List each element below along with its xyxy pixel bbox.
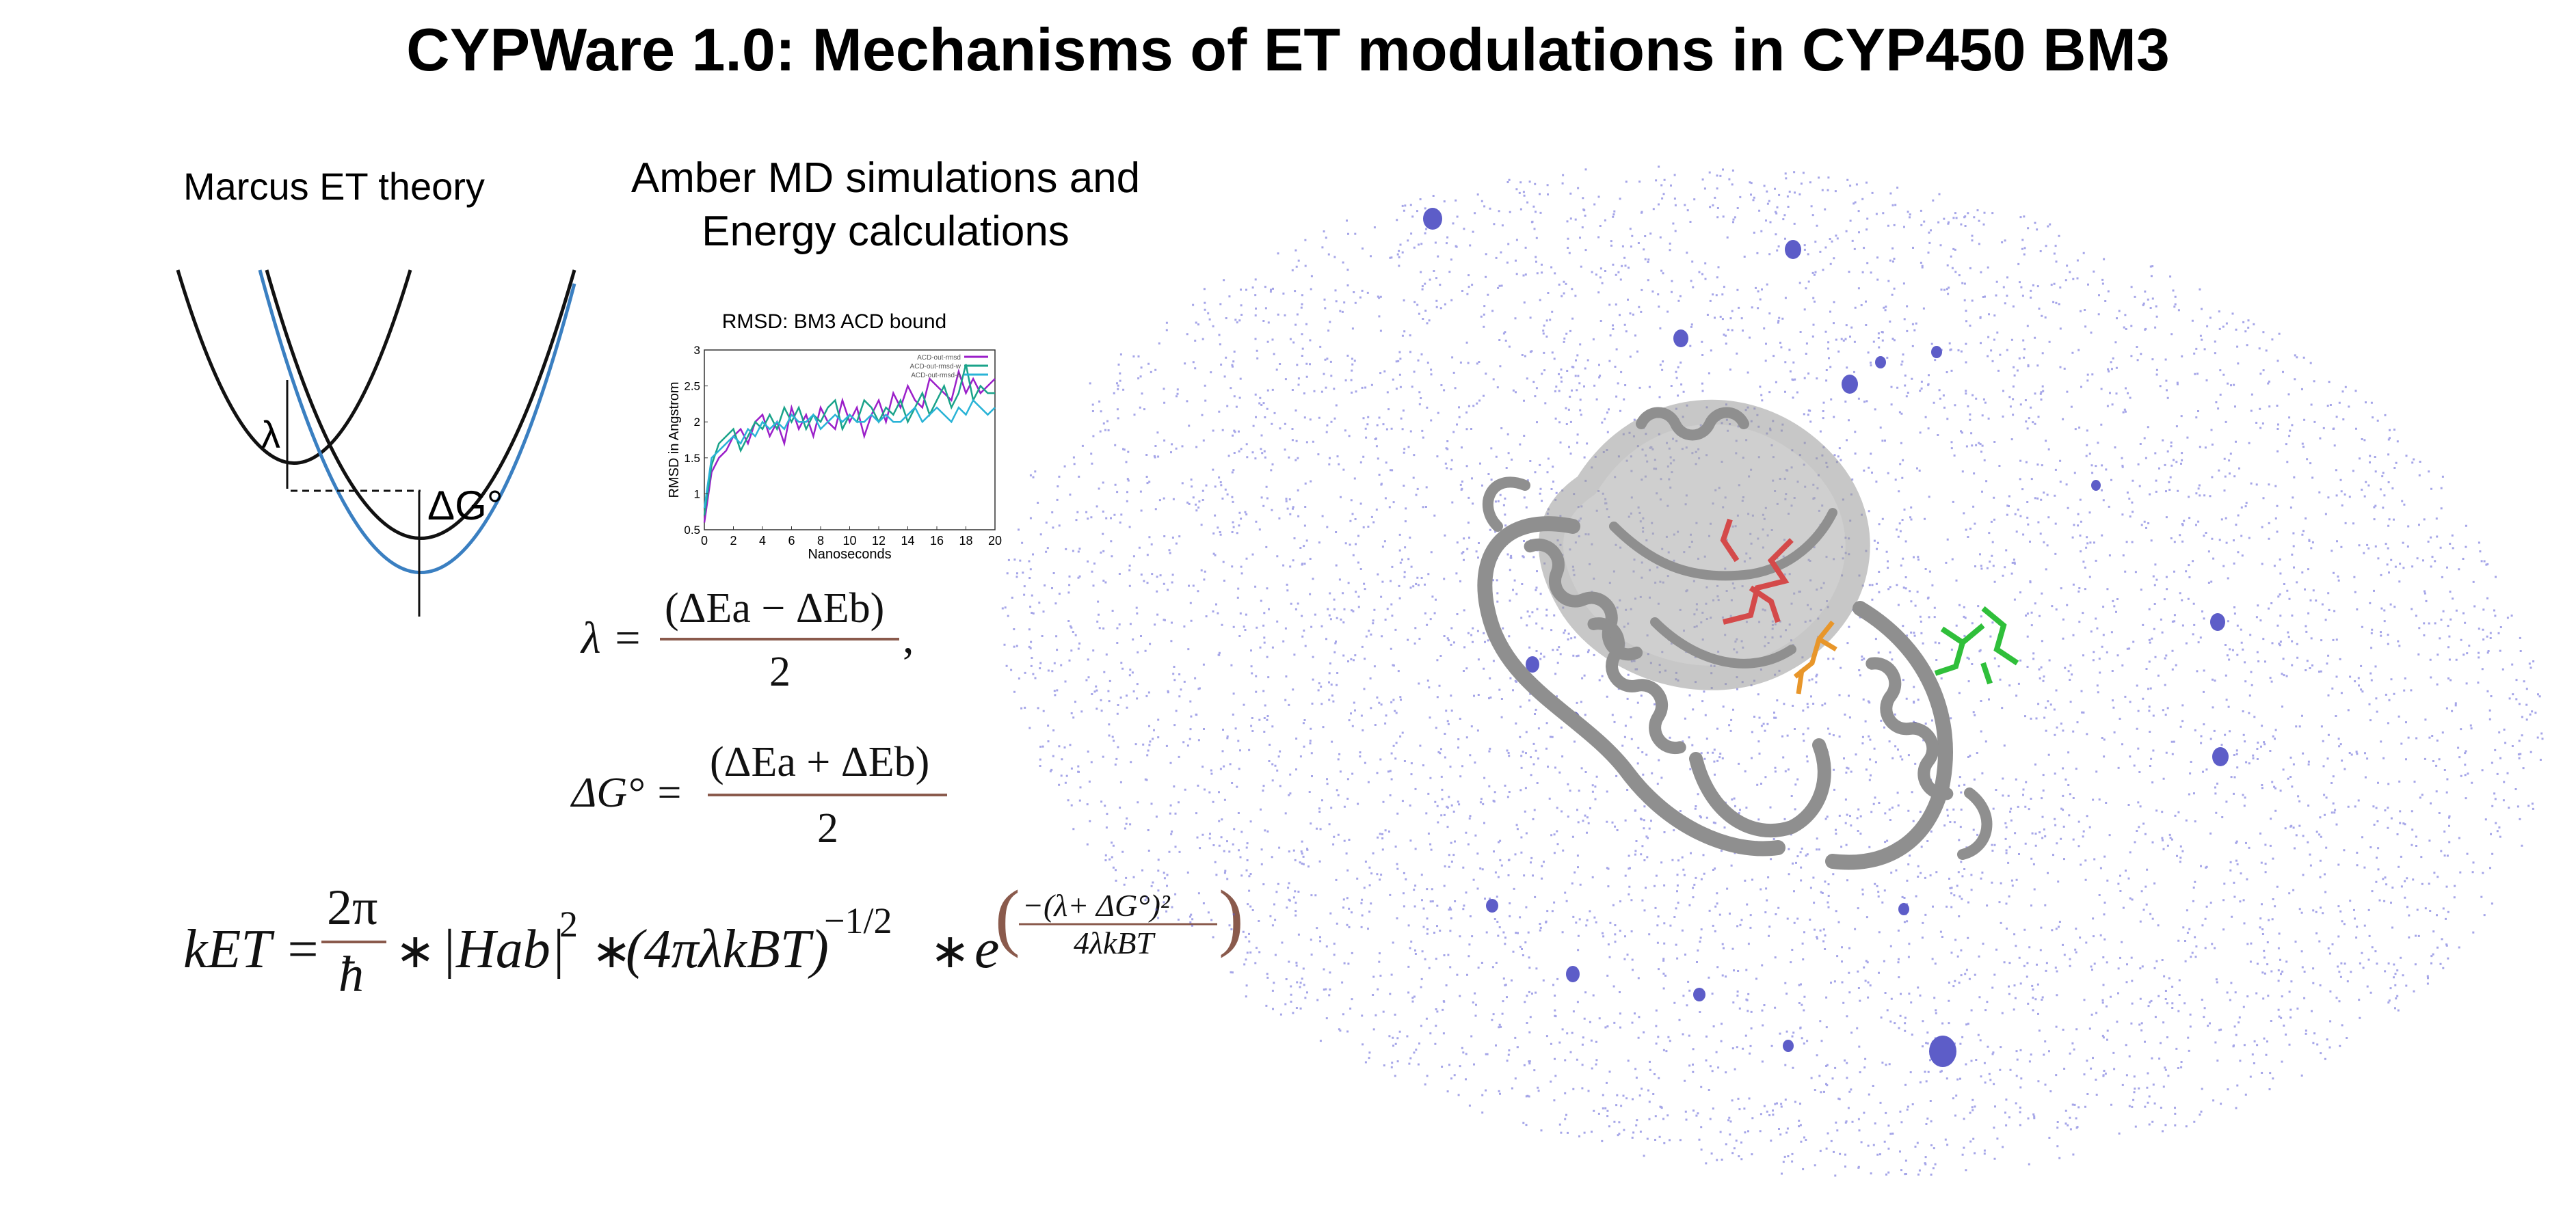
dg-eq-lhs: ΔG° = xyxy=(570,770,683,816)
y-tick-label: 2 xyxy=(694,416,700,429)
ket-eq-lhs: kET = xyxy=(183,919,321,980)
x-tick-label: 20 xyxy=(988,534,1002,548)
dg-eq-numerator: (ΔEa + ΔEb) xyxy=(710,739,929,785)
marcus-parabola-diagram: λ ΔG° xyxy=(176,269,576,617)
x-tick-label: 2 xyxy=(730,534,736,548)
ket-eq-hab-exp: 2 xyxy=(559,904,578,945)
ket-eq-exp-open-paren: ( xyxy=(995,875,1020,958)
x-axis-label: Nanoseconds xyxy=(808,547,891,561)
x-tick-label: 16 xyxy=(930,534,944,548)
ion-sphere xyxy=(1875,356,1886,368)
x-tick-label: 4 xyxy=(759,534,766,548)
ions xyxy=(1423,208,2229,1067)
delta-g-symbol: ΔG° xyxy=(427,483,503,528)
x-tick-label: 12 xyxy=(872,534,886,548)
ket-eq-paren-exp: −1/2 xyxy=(824,900,892,941)
x-tick-label: 8 xyxy=(817,534,824,548)
protein-ribbon xyxy=(1477,399,1993,870)
ion-sphere xyxy=(1526,656,1539,673)
ion-sphere xyxy=(1486,899,1498,913)
ket-eq-e: e xyxy=(974,917,999,980)
lambda-eq-lhs: λ = xyxy=(580,613,643,663)
ket-eq-exp-denominator: 4λkBT xyxy=(1074,926,1156,960)
ket-eq-exp-numerator: −(λ+ ΔG°)² xyxy=(1022,888,1171,923)
ket-eq-frac-num: 2π xyxy=(327,880,377,936)
amber-label-line1: Amber MD simulations and xyxy=(630,154,1141,202)
heme-ligand-red xyxy=(1720,518,1794,625)
ion-sphere xyxy=(2210,613,2225,631)
equations-panel: λ = (ΔEa − ΔEb) 2 , ΔG° = (ΔEa + ΔEb) 2 … xyxy=(183,585,1244,1003)
amber-md-label: Amber MD simulations and Energy calculat… xyxy=(595,152,1176,258)
legend-label: ACD-out-rmsd xyxy=(917,354,961,362)
lambda-eq-numerator: (ΔEa − ΔEb) xyxy=(665,585,884,632)
page-title: CYPWare 1.0: Mechanisms of ET modulation… xyxy=(406,16,2170,83)
rmsd-chart: RMSD: BM3 ACD bound 0 2 4 6 8 10 12 14 16 18 20 0.5… xyxy=(663,308,1005,561)
ket-eq-star-1: ∗ xyxy=(395,926,436,978)
ion-sphere xyxy=(1783,1040,1794,1052)
y-tick-label: 0.5 xyxy=(684,524,700,537)
cyp450-bm3-molecular-rendering xyxy=(1001,165,2544,1177)
marcus-theory-label: Marcus ET theory xyxy=(183,165,485,208)
dg-eq-denominator: 2 xyxy=(817,805,838,852)
ion-sphere xyxy=(1673,329,1688,347)
lambda-eq-comma: , xyxy=(903,613,914,663)
x-tick-label: 10 xyxy=(842,534,856,548)
lambda-symbol: λ xyxy=(261,413,280,456)
ion-sphere xyxy=(1842,375,1858,394)
legend-label: ACD-out-rmsd-w xyxy=(910,363,961,370)
ion-sphere xyxy=(1423,208,1442,230)
x-tick-label: 18 xyxy=(959,534,972,548)
y-axis-label: RMSD in Angstrom xyxy=(667,381,682,498)
ion-sphere xyxy=(1931,346,1942,358)
ligand-green xyxy=(1934,606,2019,685)
ion-sphere xyxy=(2212,747,2229,766)
ket-eq-frac-den: ħ xyxy=(338,947,364,1003)
ket-eq-exp-close-paren: ) xyxy=(1219,875,1244,958)
ligand-orange xyxy=(1793,620,1837,694)
x-tick-label: 0 xyxy=(701,534,708,548)
ion-sphere xyxy=(1566,966,1580,982)
ion-sphere xyxy=(1785,240,1801,259)
ket-eq-paren: (4πλkBT) xyxy=(626,919,829,980)
ket-eq-star-3: ∗ xyxy=(930,926,970,978)
y-tick-label: 1 xyxy=(694,487,700,500)
ion-sphere xyxy=(1898,903,1909,915)
y-tick-label: 3 xyxy=(694,344,700,357)
ion-sphere xyxy=(1693,988,1705,1001)
ion-sphere xyxy=(2091,480,2101,491)
legend-label: ACD-out-rmsd-o xyxy=(911,372,961,379)
x-tick-label: 6 xyxy=(788,534,795,548)
ion-sphere xyxy=(1929,1036,1956,1067)
amber-label-line2: Energy calculations xyxy=(702,208,1070,255)
x-tick-label: 14 xyxy=(901,534,914,548)
y-tick-label: 2.5 xyxy=(684,380,700,393)
reactant-parabola xyxy=(176,269,412,465)
chart-title: RMSD: BM3 ACD bound xyxy=(721,310,947,333)
ket-eq-hab: |Hab| xyxy=(441,919,566,980)
product-parabola-black xyxy=(265,269,576,540)
series-line-3 xyxy=(703,399,996,509)
ket-eq-star-2: ∗ xyxy=(592,926,632,978)
rmsd-plot-area: 0 2 4 6 8 10 12 14 16 18 20 0.5 1 1.5 2 2.5 3 Nanoseconds… xyxy=(667,344,1002,561)
lambda-eq-denominator: 2 xyxy=(769,649,791,695)
y-tick-label: 1.5 xyxy=(684,452,700,465)
